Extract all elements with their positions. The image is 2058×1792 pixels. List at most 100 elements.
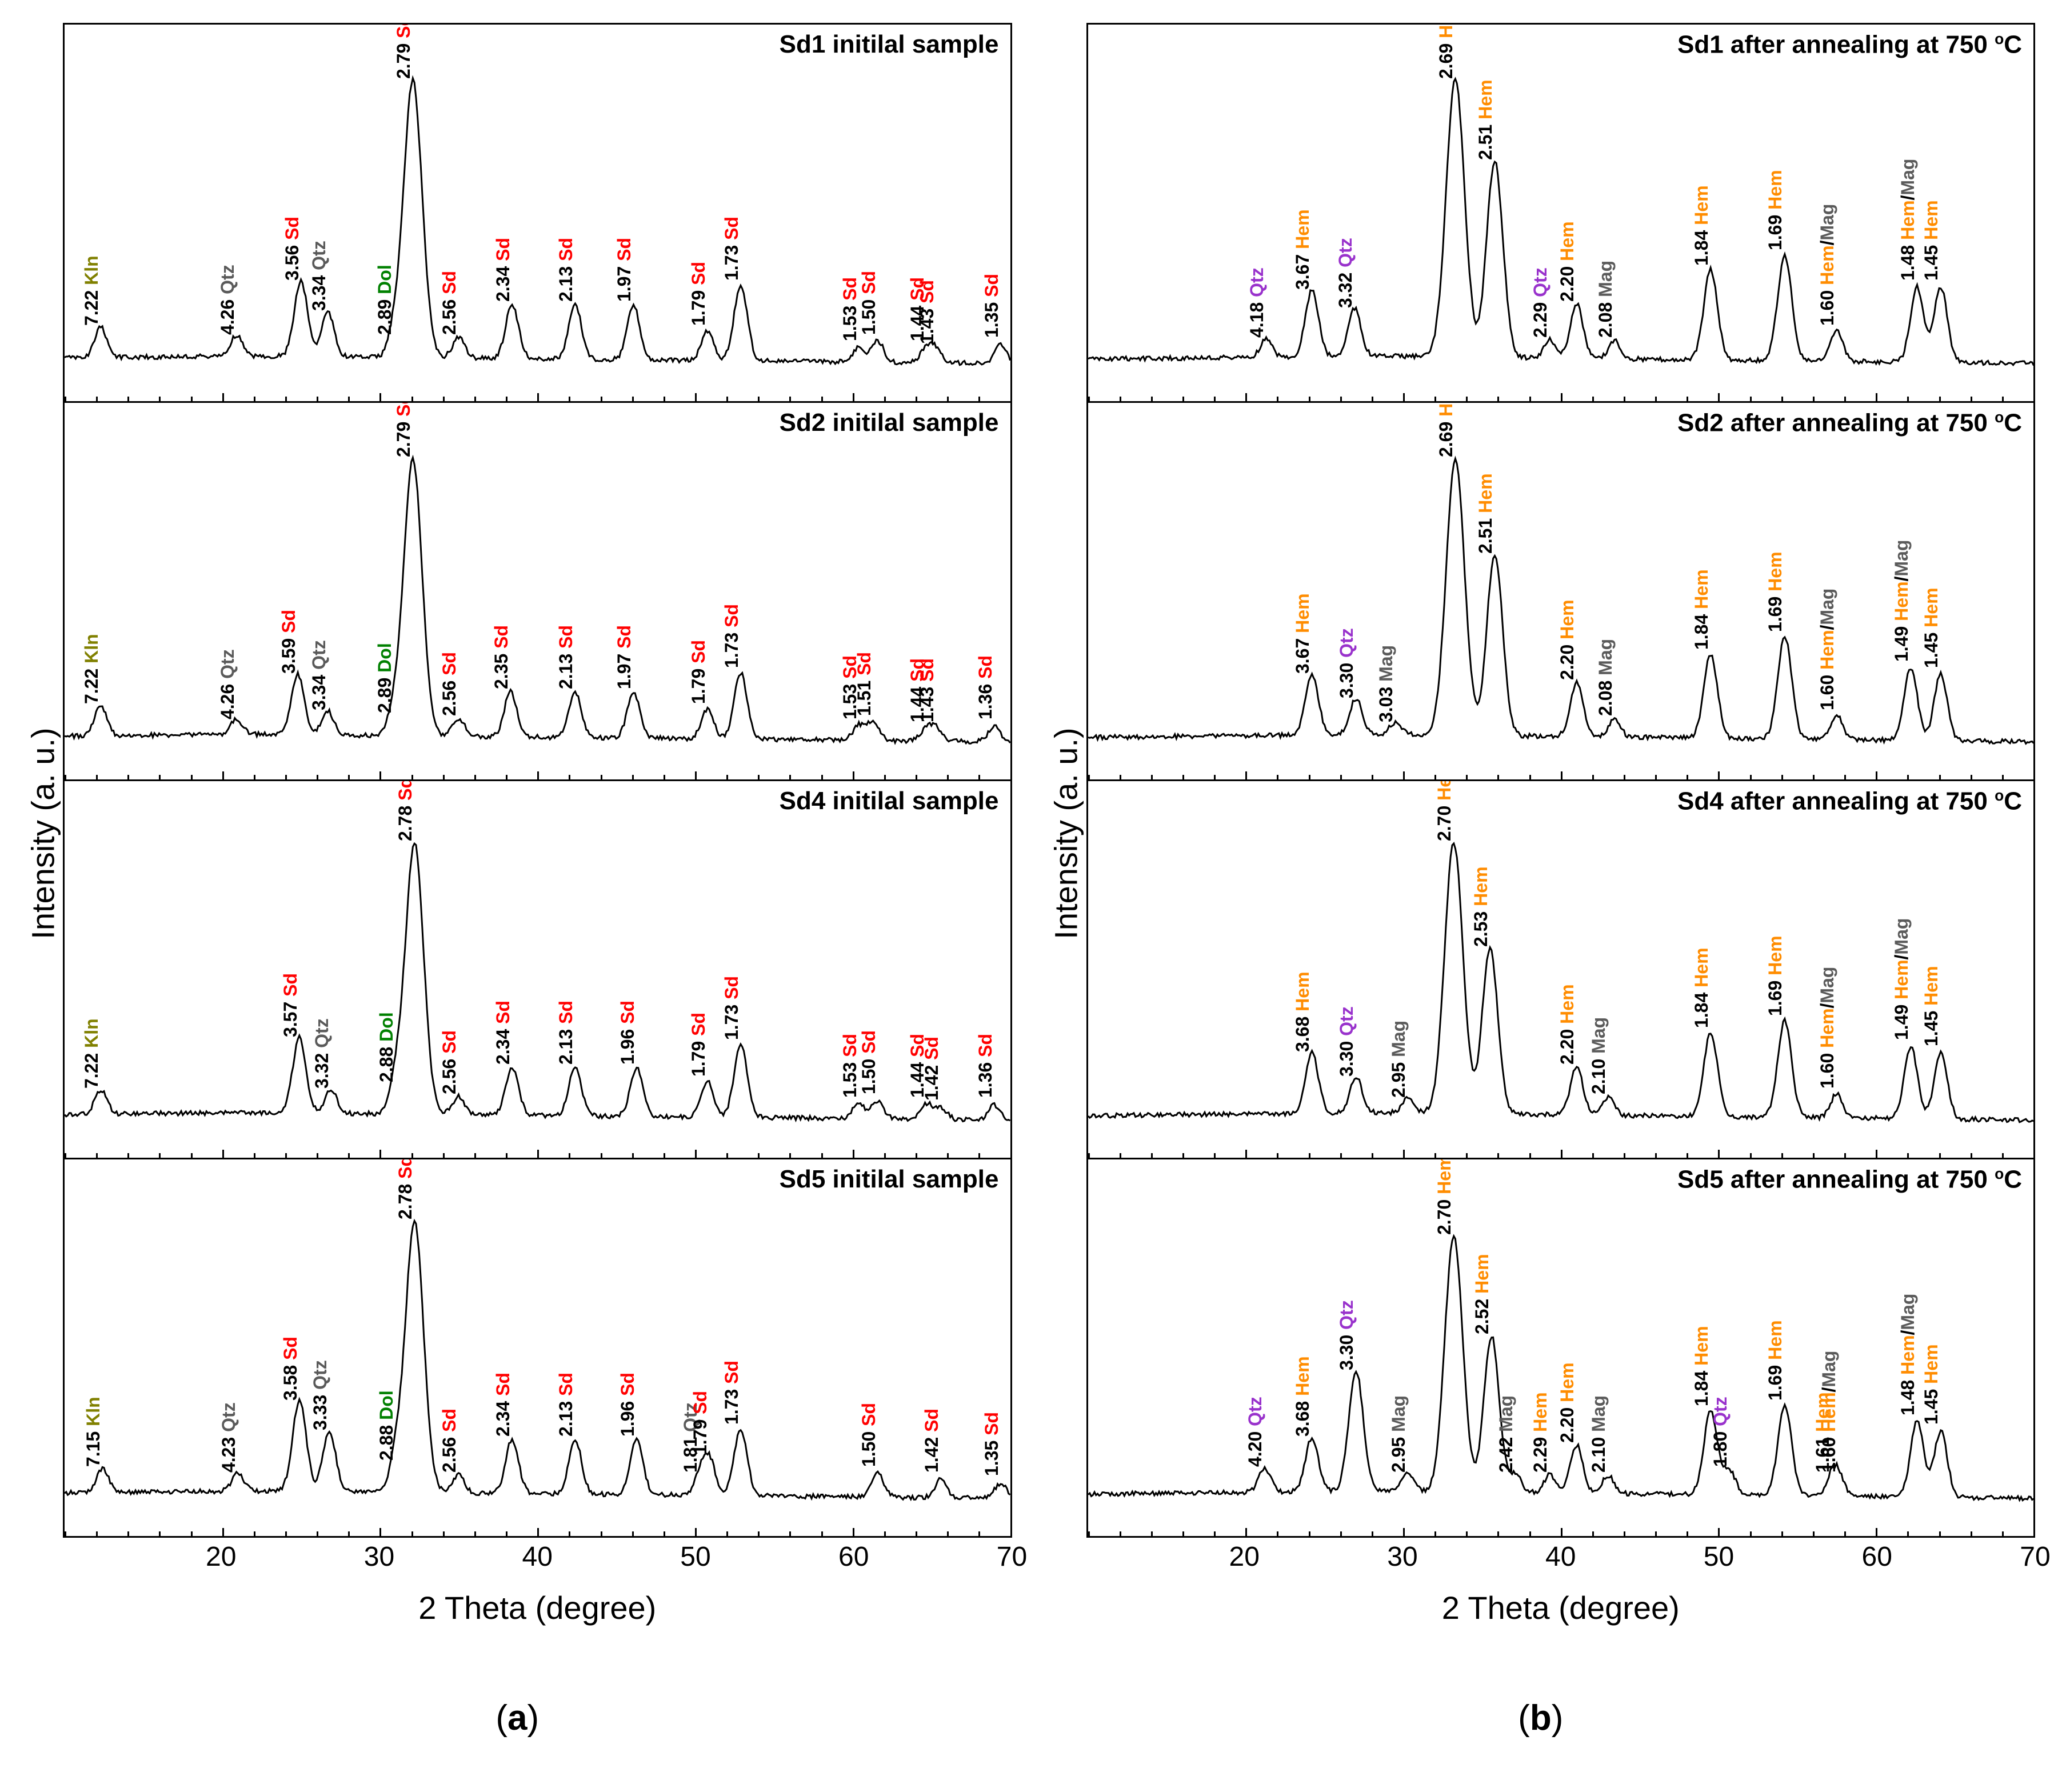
peak-label: 1.60 Hem/Mag (1818, 966, 1836, 1088)
peak-label: 1.53 Sd (841, 1034, 859, 1098)
peak-label: 1.43 Sd (918, 280, 936, 344)
peak-label: 1.36 Sd (976, 1034, 994, 1098)
peak-label: 2.20 Hem (1558, 1362, 1576, 1443)
peak-label: 1.48 Hem/Mag (1899, 1294, 1917, 1415)
peak-label: 2.29 Hem (1531, 1393, 1549, 1473)
peak-labels: 4.20 Qtz3.68 Hem3.30 Qtz2.95 Mag2.70 Hem… (1088, 1159, 2034, 1536)
peak-label: 1.43 Sd (918, 658, 936, 722)
peak-label: 2.13 Sd (557, 1373, 575, 1437)
xtick-label: 70 (2020, 1541, 2050, 1573)
peak-label: 7.22 Kln (82, 634, 101, 704)
peak-labels: 4.18 Qtz3.67 Hem3.32 Qtz2.69 Hem2.51 Hem… (1088, 25, 2034, 401)
peak-label: 1.60 Hem/Mag (1820, 1351, 1838, 1473)
peak-label: 2.08 Mag (1596, 639, 1615, 716)
panel-b-3: Sd5 after annealing at 750 oC4.20 Qtz3.6… (1086, 1159, 2036, 1538)
peak-label: 1.73 Sd (722, 217, 741, 281)
xtick: 60 (1862, 1538, 1892, 1573)
peak-label: 1.96 Sd (618, 1373, 637, 1437)
panel-b-0: Sd1 after annealing at 750 oC4.18 Qtz3.6… (1086, 25, 2036, 403)
panel-b-2: Sd4 after annealing at 750 oC3.68 Hem3.3… (1086, 781, 2036, 1159)
peak-label: 2.29 Qtz (1531, 268, 1549, 338)
peak-label: 1.73 Sd (722, 604, 741, 668)
peak-label: 1.73 Sd (722, 976, 741, 1040)
peak-labels: 3.68 Hem3.30 Qtz2.95 Mag2.70 Hem2.53 Hem… (1088, 781, 2034, 1158)
panel-b-1: Sd2 after annealing at 750 oC3.67 Hem3.3… (1086, 403, 2036, 781)
xtick: 20 (206, 1538, 236, 1573)
xtick: 40 (522, 1538, 553, 1573)
xtick: 50 (1704, 1538, 1734, 1573)
peak-label: 1.79 Sd (689, 262, 708, 326)
peak-label: 3.57 Sd (281, 973, 299, 1037)
xaxis-b: 203040506070 (1086, 1538, 2036, 1583)
peak-label: 2.78 Sd (396, 781, 414, 841)
peak-label: 2.42 Mag (1497, 1395, 1515, 1473)
peak-label: 2.08 Mag (1596, 261, 1615, 338)
caption-a: (a) (23, 1643, 1012, 1792)
peak-label: 1.51 Sd (855, 652, 873, 716)
xtick-label: 40 (1545, 1541, 1576, 1573)
panel-a-2: Sd4 initilal sample7.22 Kln3.57 Sd3.32 Q… (63, 781, 1012, 1159)
peak-label: 2.34 Sd (494, 238, 512, 302)
ylabel-b: Intensity (a. u.) (1048, 727, 1085, 939)
peak-label: 2.56 Sd (440, 271, 458, 335)
panel-a-0: Sd1 initilal sample7.22 Kln4.26 Qtz3.56 … (63, 25, 1012, 403)
peak-label: 1.60 Hem/Mag (1818, 204, 1836, 326)
peak-labels: 3.67 Hem3.30 Qtz3.03 Mag2.69 Hem2.51 Hem… (1088, 403, 2034, 779)
xtick: 20 (1229, 1538, 1260, 1573)
xtick: 30 (364, 1538, 394, 1573)
peak-label: 3.32 Qtz (1336, 238, 1354, 308)
peak-label: 2.10 Mag (1589, 1395, 1608, 1473)
peak-label: 2.35 Sd (492, 625, 510, 689)
peak-label: 1.73 Sd (722, 1361, 741, 1425)
peak-label: 1.79 Sd (689, 640, 708, 704)
panel-title: Sd5 initilal sample (780, 1165, 999, 1194)
xtick: 30 (1387, 1538, 1417, 1573)
peak-label: 3.30 Qtz (1337, 628, 1356, 698)
figure-root: Intensity (a. u.) Sd1 initilal sample7.2… (0, 0, 2058, 1792)
peak-label: 1.35 Sd (982, 274, 1001, 338)
peak-label: 3.68 Hem (1293, 1357, 1312, 1437)
peak-label: 2.53 Hem (1472, 866, 1490, 947)
peak-label: 1.50 Sd (860, 1030, 878, 1094)
panel-a-1: Sd2 initilal sample7.22 Kln4.26 Qtz3.59 … (63, 403, 1012, 781)
peak-label: 2.20 Hem (1558, 222, 1576, 302)
xtick: 40 (1545, 1538, 1576, 1573)
peak-label: 1.69 Hem (1766, 551, 1784, 632)
ylabel-a: Intensity (a. u.) (25, 727, 62, 939)
peak-label: 2.51 Hem (1476, 473, 1494, 554)
caption-b-letter: b (1530, 1698, 1552, 1738)
peak-label: 2.56 Sd (440, 1409, 458, 1473)
peak-label: 1.84 Hem (1692, 185, 1711, 266)
peak-label: 1.49 Hem/Mag (1892, 540, 1911, 662)
peak-label: 1.80 Qtz (1711, 1397, 1729, 1467)
caption-b: (b) (1046, 1643, 2036, 1792)
xtick: 70 (997, 1538, 1027, 1573)
column-a: Intensity (a. u.) Sd1 initilal sample7.2… (23, 23, 1012, 1643)
peak-label: 1.79 Sd (689, 1013, 708, 1077)
peak-label: 7.22 Kln (82, 255, 101, 326)
peak-label: 3.34 Qtz (310, 640, 328, 710)
peak-label: 3.03 Mag (1377, 645, 1395, 722)
plotblock-a: Sd1 initilal sample7.22 Kln4.26 Qtz3.56 … (63, 23, 1012, 1643)
peak-label: 1.50 Sd (860, 1403, 878, 1467)
xtick-label: 60 (838, 1541, 869, 1573)
panels-a: Sd1 initilal sample7.22 Kln4.26 Qtz3.56 … (63, 23, 1012, 1538)
peak-label: 2.79 Sd (394, 25, 413, 79)
peak-label: 1.48 Hem/Mag (1899, 159, 1917, 281)
peak-labels: 7.22 Kln4.26 Qtz3.59 Sd3.34 Qtz2.89 Dol2… (65, 403, 1010, 779)
peak-label: 1.96 Sd (618, 1001, 637, 1065)
peak-label: 1.69 Hem (1766, 170, 1784, 251)
panel-title: Sd2 after annealing at 750 oC (1677, 409, 2022, 438)
peak-label: 1.45 Hem (1922, 201, 1940, 281)
peak-label: 1.49 Hem/Mag (1892, 918, 1911, 1040)
peak-label: 1.50 Sd (860, 271, 878, 335)
ylabel-b-wrap: Intensity (a. u.) (1046, 23, 1086, 1643)
xlabel-a: 2 Theta (degree) (63, 1583, 1012, 1643)
column-b: Intensity (a. u.) Sd1 after annealing at… (1046, 23, 2036, 1643)
peak-label: 3.33 Qtz (311, 1361, 329, 1431)
xtick-label: 20 (206, 1541, 236, 1573)
peak-labels: 7.22 Kln3.57 Sd3.32 Qtz2.88 Dol2.78 Sd2.… (65, 781, 1010, 1158)
peak-label: 2.10 Mag (1589, 1017, 1608, 1094)
plotblock-b: Sd1 after annealing at 750 oC4.18 Qtz3.6… (1086, 23, 2036, 1643)
peak-label: 2.56 Sd (440, 1030, 458, 1094)
